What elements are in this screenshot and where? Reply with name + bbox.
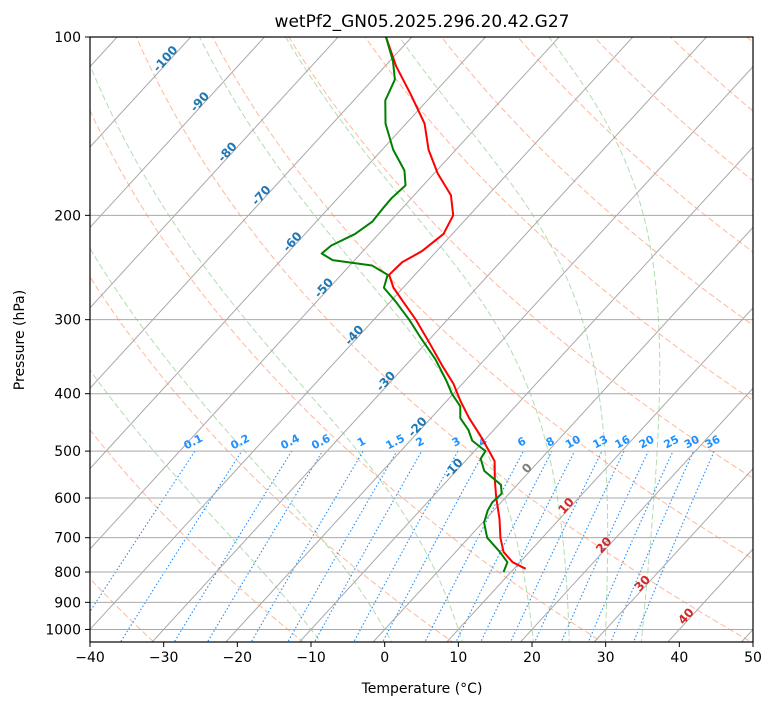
isotherm-line: [90, 37, 560, 550]
x-tick-label: 10: [449, 650, 467, 666]
dry-adiabat-line: [288, 37, 753, 479]
y-tick-label: 900: [54, 595, 81, 611]
y-axis: 100 200 300 400 500 600 700 800 900 1000: [45, 30, 90, 638]
dry-adiabat-line: [135, 37, 753, 642]
isotherm-line: [90, 37, 413, 389]
mixing-ratio-label: 10: [563, 433, 583, 452]
x-tick-label: −20: [223, 650, 253, 666]
plot-frame: [89, 36, 754, 643]
y-tick-label: 600: [54, 491, 81, 507]
chart-title: wetPf2_GN05.2025.296.20.42.G27: [275, 12, 570, 32]
mixing-ratio-label: 13: [591, 433, 611, 452]
isotherm-line: [593, 467, 753, 642]
x-tick-label: 40: [670, 650, 688, 666]
isotherm-line: [90, 37, 339, 309]
moist-adiabat-line: [398, 37, 609, 642]
y-tick-label: 200: [54, 208, 81, 224]
x-axis-label: Temperature (°C): [361, 681, 483, 697]
mixing-ratio-label: 20: [637, 433, 657, 452]
mixing-ratio-label: 25: [662, 433, 682, 452]
x-tick-label: 20: [523, 650, 541, 666]
y-tick-label: 500: [54, 444, 81, 460]
dry-adiabat-line: [90, 276, 454, 642]
y-tick-label: 100: [54, 30, 81, 46]
isobars: [90, 37, 753, 630]
moist-adiabat-line: [285, 37, 570, 642]
mixing-ratio-label: 16: [613, 433, 633, 452]
temperature-profile-line: [385, 37, 527, 570]
y-tick-label: 400: [54, 387, 81, 403]
x-tick-label: −30: [149, 650, 179, 666]
moist-adiabat-line: [548, 37, 661, 642]
isotherm-line: [446, 307, 753, 642]
x-tick-label: 50: [744, 650, 762, 666]
dry-adiabat-line: [212, 37, 753, 560]
y-tick-label: 800: [54, 565, 81, 581]
y-axis-label: Pressure (hPa): [12, 290, 28, 390]
dry-adiabat-line: [90, 429, 304, 642]
isotherm-line: [372, 226, 753, 642]
isotherm-line: [298, 146, 753, 642]
mixing-ratio-label: 30: [682, 433, 702, 452]
isotherm-line: [519, 387, 753, 642]
dewpoint-profile-line: [320, 37, 509, 573]
y-tick-label: 700: [54, 531, 81, 547]
x-tick-label: −40: [75, 650, 105, 666]
isotherms: [90, 37, 753, 642]
dry-adiabats: [90, 37, 753, 642]
moist-adiabat-line: [90, 247, 393, 642]
sounding-profiles: [320, 37, 527, 573]
x-tick-label: −10: [296, 650, 326, 666]
y-tick-label: 300: [54, 313, 81, 329]
isotherm-line: [151, 37, 708, 642]
isotherm-line: [90, 37, 266, 229]
x-tick-label: 30: [597, 650, 615, 666]
isotherm-line: [90, 37, 192, 148]
y-tick-label: 1000: [45, 622, 81, 638]
isotherm-line: [90, 37, 634, 631]
mixing-ratio-label: 36: [703, 433, 723, 452]
x-axis: −40 −30 −20 −10 0 10 20 30 40 50: [75, 642, 762, 666]
x-tick-label: 0: [380, 650, 389, 666]
isotherm-line: [90, 37, 487, 470]
isotherm-line: [225, 65, 753, 642]
dry-adiabat-line: [90, 109, 603, 642]
